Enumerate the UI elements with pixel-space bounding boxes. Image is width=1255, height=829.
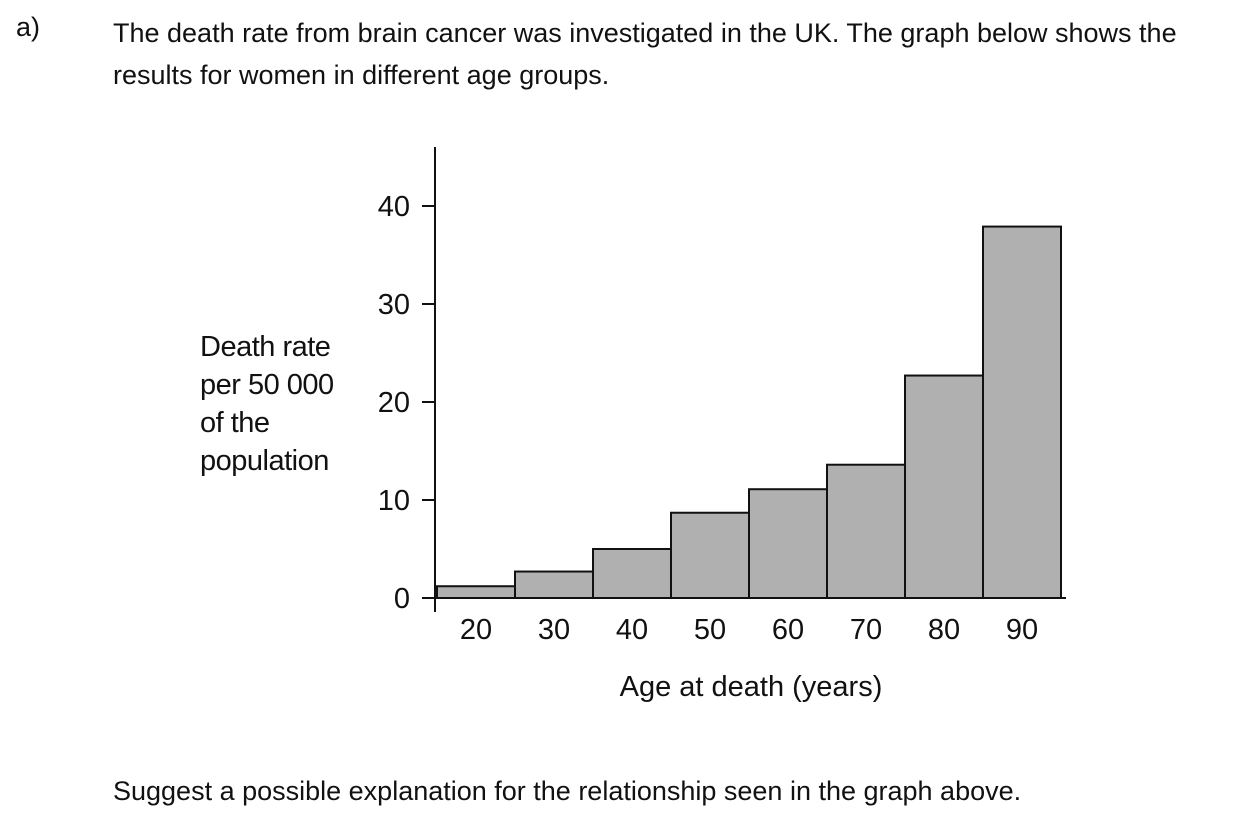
question-label: a) [16, 12, 41, 42]
bar-40 [592, 548, 672, 599]
y-tick-label: 0 [394, 583, 410, 615]
y-tick-label: 20 [378, 387, 410, 419]
y-tick-label: 40 [378, 191, 410, 223]
x-axis-label: Age at death (years) [620, 671, 883, 703]
x-tick-label: 20 [460, 614, 492, 646]
x-tick-label: 70 [850, 614, 882, 646]
bar-60 [748, 488, 828, 599]
x-tick-label: 30 [538, 614, 570, 646]
question-intro: The death rate from brain cancer was inv… [113, 18, 1177, 90]
bar-70 [826, 463, 906, 599]
bar-80 [904, 374, 984, 600]
x-tick-label: 40 [616, 614, 648, 646]
y-tick-label: 10 [378, 485, 410, 517]
y-axis-label: Death rate per 50 000 of the population [200, 331, 334, 477]
x-tick-label: 90 [1006, 614, 1038, 646]
bar-50 [670, 511, 750, 599]
bar-20 [436, 585, 516, 599]
x-tick-label: 80 [928, 614, 960, 646]
bar-30 [514, 570, 594, 599]
y-tick-label: 30 [378, 289, 410, 321]
bar-90 [982, 225, 1062, 600]
x-tick-label: 60 [772, 614, 804, 646]
question-prompt: Suggest a possible explanation for the r… [113, 776, 1022, 806]
x-tick-label: 50 [694, 614, 726, 646]
